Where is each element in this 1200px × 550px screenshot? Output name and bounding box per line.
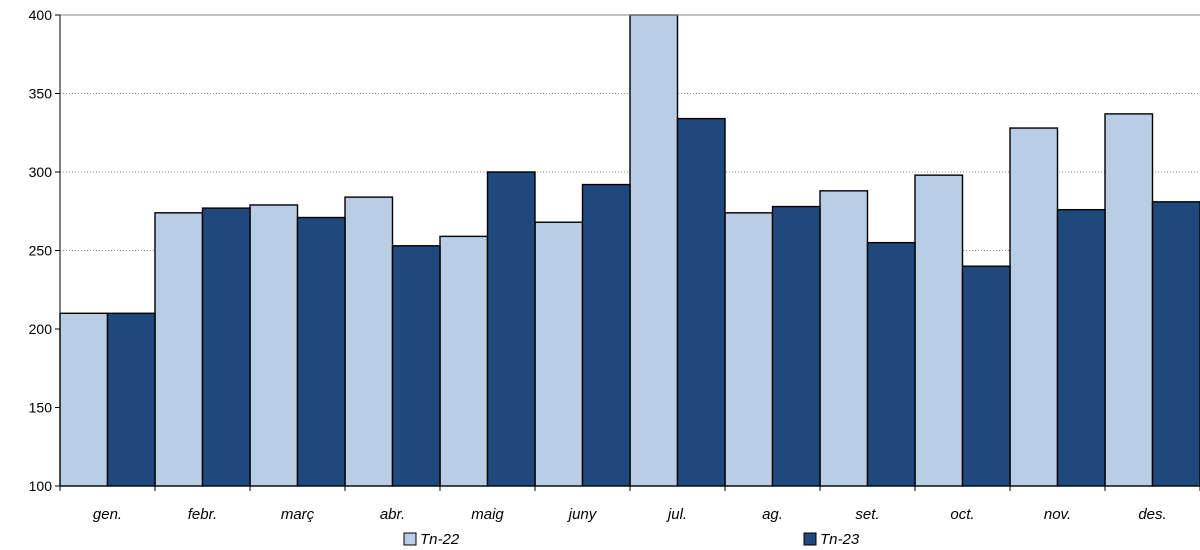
bar-tn-22-3 bbox=[344, 196, 394, 487]
bar-tn-23-7 bbox=[771, 205, 821, 487]
bar-tn-23-2 bbox=[296, 216, 346, 487]
bar-tn-23-3 bbox=[391, 245, 441, 487]
y-tick-label: 400 bbox=[29, 7, 53, 23]
bars bbox=[59, 14, 1200, 487]
bar-tn-22-9 bbox=[914, 174, 964, 487]
category-label: maig bbox=[471, 506, 504, 523]
category-label: febr. bbox=[188, 506, 217, 523]
bar-tn-22-5 bbox=[534, 221, 584, 487]
y-tick-label: 150 bbox=[29, 400, 53, 416]
category-label: juny bbox=[567, 506, 598, 523]
legend-swatch bbox=[803, 532, 817, 546]
y-tick-label: 300 bbox=[29, 164, 53, 180]
legend-swatch bbox=[403, 532, 417, 546]
y-tick-label: 200 bbox=[29, 321, 53, 337]
bar-tn-22-6 bbox=[629, 14, 679, 487]
bar-tn-23-0 bbox=[106, 312, 156, 487]
category-label: gen. bbox=[93, 506, 122, 523]
category-label: jul. bbox=[666, 506, 687, 523]
bar-tn-22-0 bbox=[59, 312, 109, 487]
bar-tn-22-4 bbox=[439, 235, 489, 487]
legend-label: Tn-22 bbox=[420, 531, 460, 548]
bar-tn-23-4 bbox=[486, 171, 536, 487]
bar-tn-22-7 bbox=[724, 212, 774, 487]
y-tick-label: 250 bbox=[29, 243, 53, 259]
y-tick-label: 100 bbox=[29, 478, 53, 494]
category-label: oct. bbox=[950, 506, 974, 523]
legend-label: Tn-23 bbox=[820, 531, 860, 548]
bar-tn-22-1 bbox=[154, 212, 204, 487]
bar-tn-22-11 bbox=[1104, 113, 1154, 487]
category-label: abr. bbox=[380, 506, 405, 523]
bar-tn-23-1 bbox=[201, 207, 251, 487]
bar-tn-23-9 bbox=[961, 265, 1011, 487]
bar-tn-23-10 bbox=[1056, 208, 1106, 487]
category-label: nov. bbox=[1044, 506, 1071, 523]
legend: Tn-22 Tn-23 bbox=[403, 531, 860, 548]
bar-tn-23-5 bbox=[581, 183, 631, 487]
category-labels: gen. febr. març abr. maig juny jul. ag. set. oct.… bbox=[93, 506, 1167, 523]
axes bbox=[55, 14, 1200, 491]
bar-tn-22-10 bbox=[1009, 127, 1059, 487]
bar-tn-23-11 bbox=[1151, 201, 1200, 487]
bar-tn-22-8 bbox=[819, 190, 869, 487]
y-tick-labels: 100 150 200 250 300 350 400 bbox=[29, 7, 53, 494]
category-label: ag. bbox=[762, 506, 783, 523]
category-label: març bbox=[281, 506, 315, 523]
y-tick-label: 350 bbox=[29, 86, 53, 102]
bar-tn-23-6 bbox=[676, 117, 726, 487]
category-label: des. bbox=[1138, 506, 1166, 523]
bar-tn-22-2 bbox=[249, 204, 299, 487]
category-label: set. bbox=[855, 506, 879, 523]
bar-tn-23-8 bbox=[866, 241, 916, 487]
